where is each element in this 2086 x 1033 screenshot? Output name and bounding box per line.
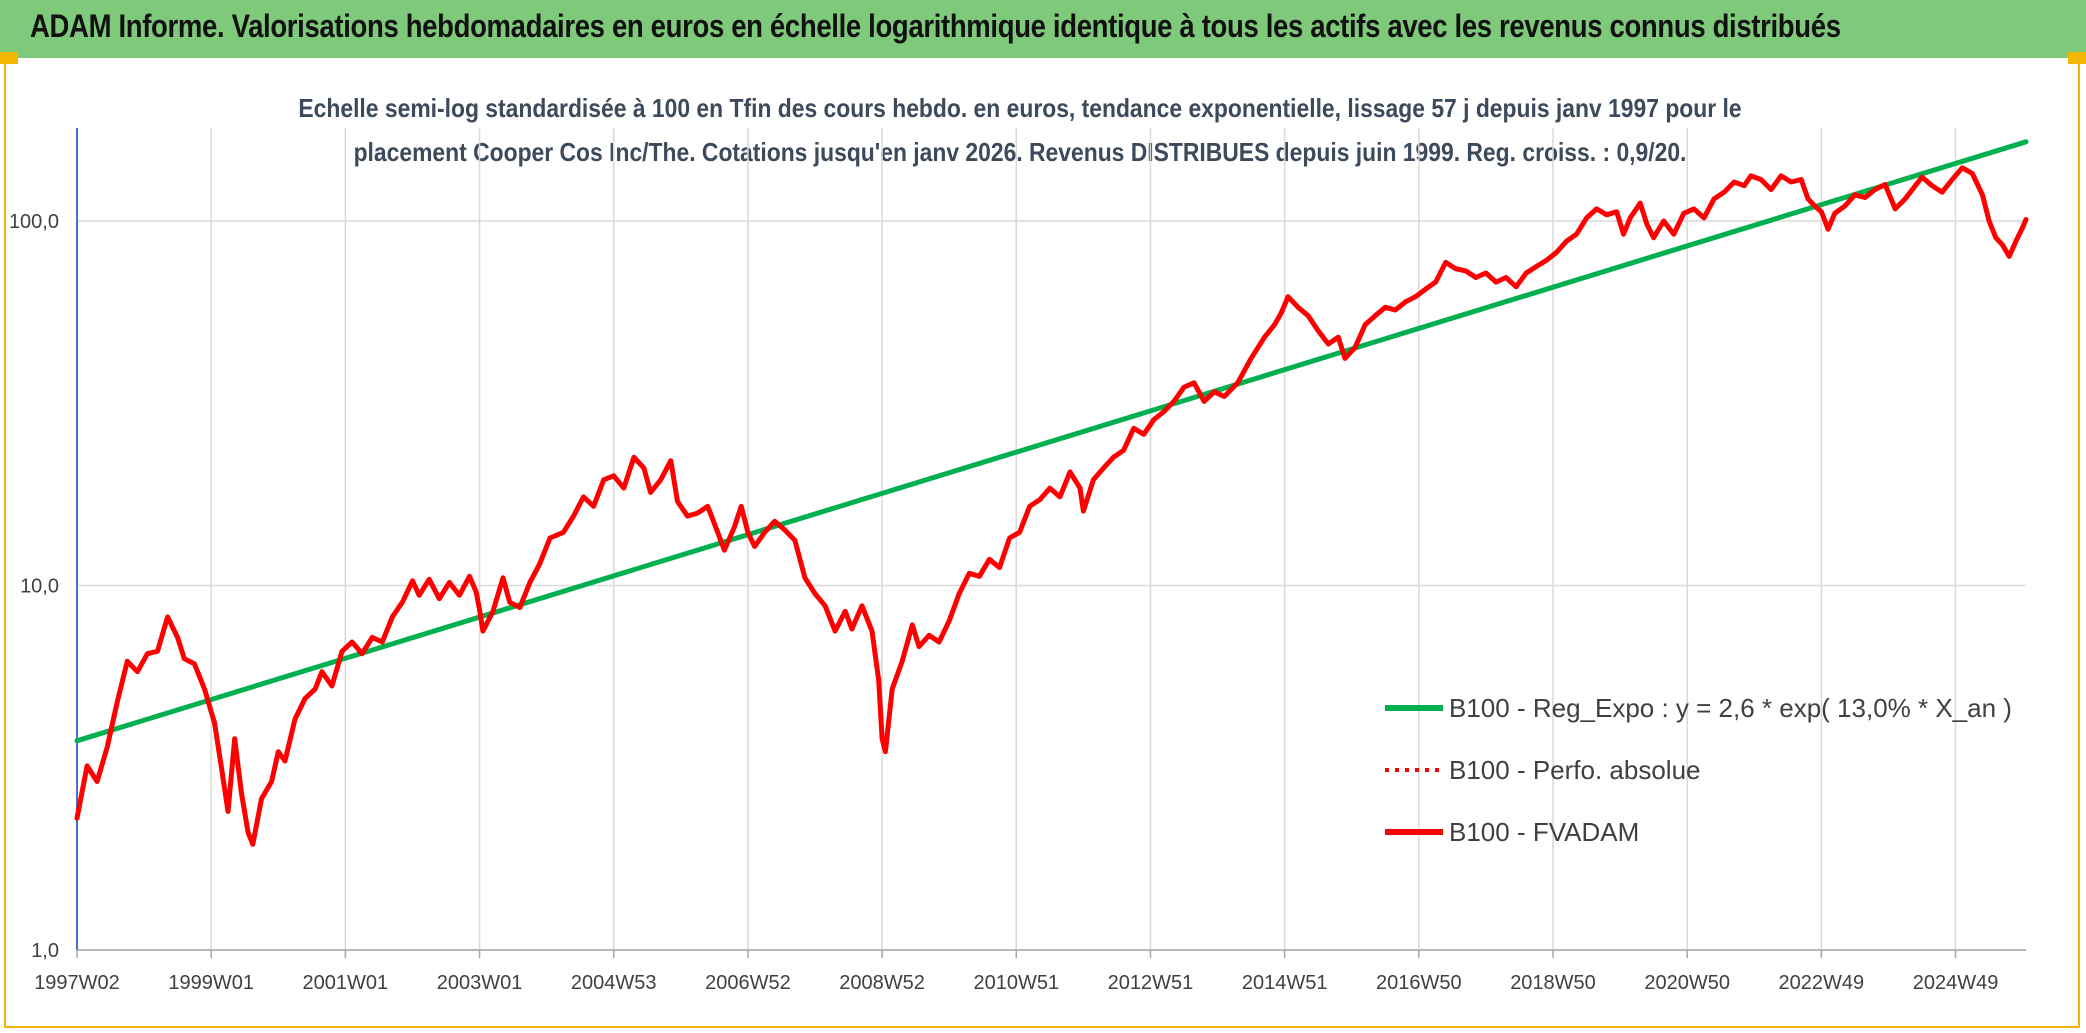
y-tick-label: 1,0 (31, 940, 59, 962)
corner-marker-left (0, 52, 18, 64)
report-title: ADAM Informe. Valorisations hebdomadaire… (30, 8, 1841, 44)
title-banner: ADAM Informe. Valorisations hebdomadaire… (0, 0, 2086, 58)
axis-layer: 1,0 10,0 100,0 1997W02 1999W01 2001W01 2003W01… (9, 128, 2026, 994)
grid-layer (76, 128, 2026, 951)
corner-marker-right (2068, 52, 2086, 64)
x-tick-label: 2004W53 (571, 972, 657, 994)
trend-line (74, 139, 2029, 744)
x-tick-label: 2020W50 (1644, 972, 1730, 994)
chart-title: Echelle semi-log standardisée à 100 en T… (263, 86, 1777, 174)
series-layer (74, 139, 2029, 847)
x-tick-label: 2010W51 (973, 972, 1059, 994)
legend-label: B100 - Reg_Expo : y = 2,6 * exp( 13,0% *… (1449, 693, 2012, 723)
legend-label: B100 - Perfo. absolue (1449, 755, 1701, 785)
x-tick-label: 2012W51 (1108, 972, 1194, 994)
x-tick-label: 2006W52 (705, 972, 791, 994)
x-tick-label: 2018W50 (1510, 972, 1596, 994)
x-tick-label: 1999W01 (168, 972, 254, 994)
x-tick-label: 2022W49 (1779, 972, 1865, 994)
x-tick-label: 2008W52 (839, 972, 925, 994)
y-tick-label: 100,0 (9, 211, 59, 233)
chart-title-line-2: placement Cooper Cos Inc/The. Cotations … (353, 137, 1687, 167)
x-tick-label: 2024W49 (1913, 972, 1999, 994)
legend: B100 - Reg_Expo : y = 2,6 * exp( 13,0% *… (1385, 693, 2012, 847)
legend-label: B100 - FVADAM (1449, 817, 1639, 847)
chart-frame (4, 62, 2080, 1028)
y-tick-label: 10,0 (20, 576, 59, 598)
x-tick-label: 2001W01 (303, 972, 389, 994)
chart-title-line-1: Echelle semi-log standardisée à 100 en T… (298, 93, 1742, 123)
x-tick-label: 2016W50 (1376, 972, 1462, 994)
series-line-2 (74, 165, 2029, 847)
x-tick-label: 2003W01 (437, 972, 523, 994)
x-tick-label: 1997W02 (34, 972, 120, 994)
x-tick-label: 2014W51 (1242, 972, 1328, 994)
